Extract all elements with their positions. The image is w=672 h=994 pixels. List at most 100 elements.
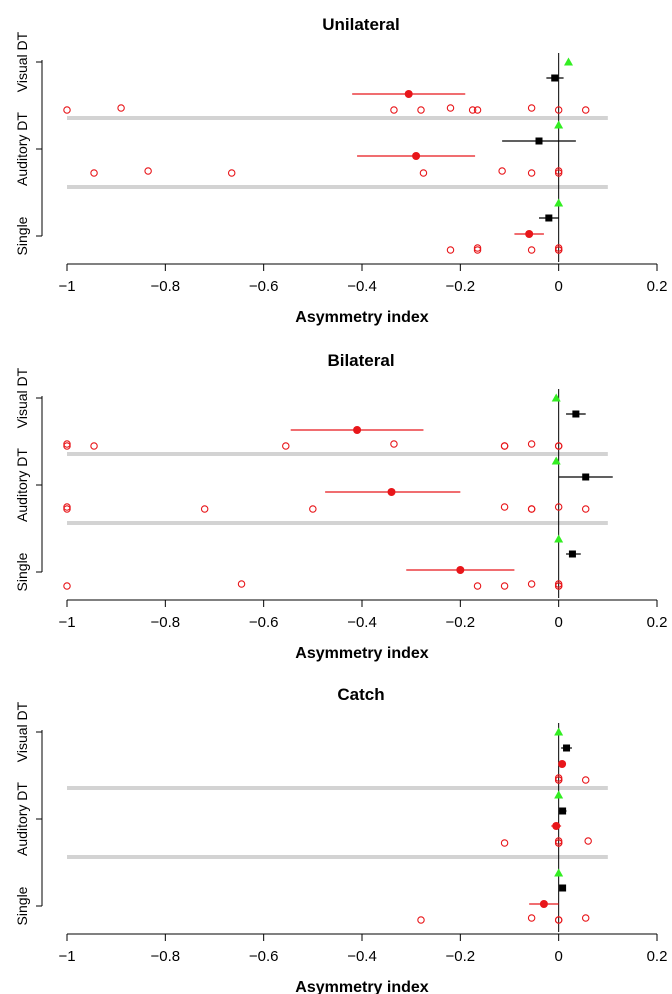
x-tick-label: −0.2 <box>446 278 476 295</box>
x-tick-label: −0.8 <box>151 614 181 631</box>
individual-point-single <box>554 244 563 252</box>
y-tick-label: Auditory DT <box>14 782 30 856</box>
black-mean-visual-dt <box>551 74 559 82</box>
x-tick-label: −0.4 <box>347 948 377 965</box>
individual-point-auditory-dt <box>500 503 509 511</box>
black-mean-visual-dt <box>572 410 580 418</box>
red-mean-single <box>456 566 465 574</box>
individual-point-auditory-dt <box>63 503 71 511</box>
x-tick-label: −0.2 <box>446 948 476 965</box>
black-mean-single <box>559 884 567 892</box>
black-mean-auditory-dt <box>559 807 567 815</box>
individual-point-single <box>500 582 509 590</box>
red-mean-single <box>539 900 548 908</box>
y-tick-label: Visual DT <box>14 31 30 92</box>
black-mean-visual-dt <box>563 744 571 752</box>
individual-point-visual-dt <box>63 106 71 114</box>
x-tick-label: −0.2 <box>446 614 476 631</box>
individual-point-visual-dt <box>390 440 398 448</box>
x-tick-label: 0.2 <box>647 278 668 295</box>
individual-point-visual-dt <box>468 106 477 114</box>
individual-point-auditory-dt <box>63 505 71 513</box>
x-tick-label: −0.6 <box>249 278 279 295</box>
individual-point-auditory-dt <box>144 167 152 175</box>
individual-point-visual-dt <box>554 106 563 114</box>
green-marker-auditory-dt <box>554 790 564 799</box>
individual-point-visual-dt <box>117 104 125 112</box>
individual-point-single <box>446 246 455 254</box>
individual-point-auditory-dt <box>554 503 563 511</box>
individual-point-visual-dt <box>581 106 590 114</box>
individual-point-visual-dt <box>581 776 590 784</box>
individual-point-visual-dt <box>446 104 455 112</box>
individual-point-auditory-dt <box>584 837 592 845</box>
individual-point-visual-dt <box>554 442 563 450</box>
individual-point-visual-dt <box>554 776 563 784</box>
x-tick-label: −0.4 <box>347 278 377 295</box>
individual-point-auditory-dt <box>527 169 536 177</box>
red-mean-single <box>525 230 534 238</box>
individual-point-visual-dt <box>473 106 482 114</box>
individual-point-visual-dt <box>527 104 536 112</box>
individual-point-visual-dt <box>390 106 398 114</box>
individual-point-visual-dt <box>527 440 536 448</box>
individual-point-single <box>554 246 563 254</box>
panel-catch: Catch Single Auditory DT Visual DT −1 −0.8 −0.… <box>14 685 667 994</box>
panel-bilateral: Bilateral Single Auditory DT Visual DT −1 −0.… <box>14 351 667 662</box>
x-tick-label: −0.8 <box>151 278 181 295</box>
individual-point-auditory-dt <box>554 169 563 177</box>
individual-point-auditory-dt <box>554 167 563 175</box>
x-tick-label: 0.2 <box>647 948 668 965</box>
x-tick-label: 0 <box>554 614 562 631</box>
chart-title: Bilateral <box>327 351 394 370</box>
individual-point-single <box>554 582 563 590</box>
red-mean-visual-dt <box>353 426 362 434</box>
red-mean-visual-dt <box>558 760 567 768</box>
chart-title: Unilateral <box>322 15 399 34</box>
individual-point-single <box>473 244 482 252</box>
individual-point-single <box>554 916 563 924</box>
individual-point-auditory-dt <box>200 505 209 513</box>
individual-point-auditory-dt <box>90 169 98 177</box>
individual-point-auditory-dt <box>227 169 236 177</box>
y-tick-label: Auditory DT <box>14 112 30 186</box>
individual-point-auditory-dt <box>309 505 317 513</box>
x-tick-label: −0.6 <box>249 948 279 965</box>
y-tick-label: Visual DT <box>14 701 30 762</box>
x-tick-label: −0.6 <box>249 614 279 631</box>
black-mean-single <box>545 214 553 222</box>
panel-unilateral: Unilateral Single Auditory DT Visual DT −1 −0… <box>14 15 667 326</box>
green-marker-visual-dt <box>551 393 561 402</box>
individual-point-visual-dt <box>63 440 71 448</box>
black-mean-single <box>568 550 576 558</box>
individual-point-auditory-dt <box>554 837 563 845</box>
red-mean-auditory-dt <box>387 488 396 496</box>
x-tick-label: 0 <box>554 948 562 965</box>
individual-point-visual-dt <box>90 442 98 450</box>
individual-point-single <box>527 914 536 922</box>
individual-point-single <box>473 582 482 590</box>
individual-point-auditory-dt <box>500 839 509 847</box>
y-tick-label: Auditory DT <box>14 448 30 522</box>
green-marker-single <box>554 198 564 207</box>
chart-title: Catch <box>337 685 384 704</box>
individual-point-visual-dt <box>282 442 290 450</box>
x-tick-label: −1 <box>58 614 75 631</box>
green-marker-visual-dt <box>554 727 564 736</box>
individual-point-auditory-dt <box>498 167 506 175</box>
red-mean-auditory-dt <box>412 152 421 160</box>
x-tick-label: −1 <box>58 948 75 965</box>
red-mean-visual-dt <box>404 90 413 98</box>
individual-point-auditory-dt <box>581 505 590 513</box>
x-tick-label: 0 <box>554 278 562 295</box>
x-tick-label: −0.4 <box>347 614 377 631</box>
black-mean-auditory-dt <box>535 137 543 145</box>
green-marker-single <box>554 534 564 543</box>
individual-point-visual-dt <box>554 774 563 782</box>
individual-point-auditory-dt <box>527 505 536 513</box>
individual-point-single <box>527 246 536 254</box>
individual-point-visual-dt <box>500 442 509 450</box>
individual-point-single <box>417 916 425 924</box>
green-marker-visual-dt <box>564 57 573 66</box>
